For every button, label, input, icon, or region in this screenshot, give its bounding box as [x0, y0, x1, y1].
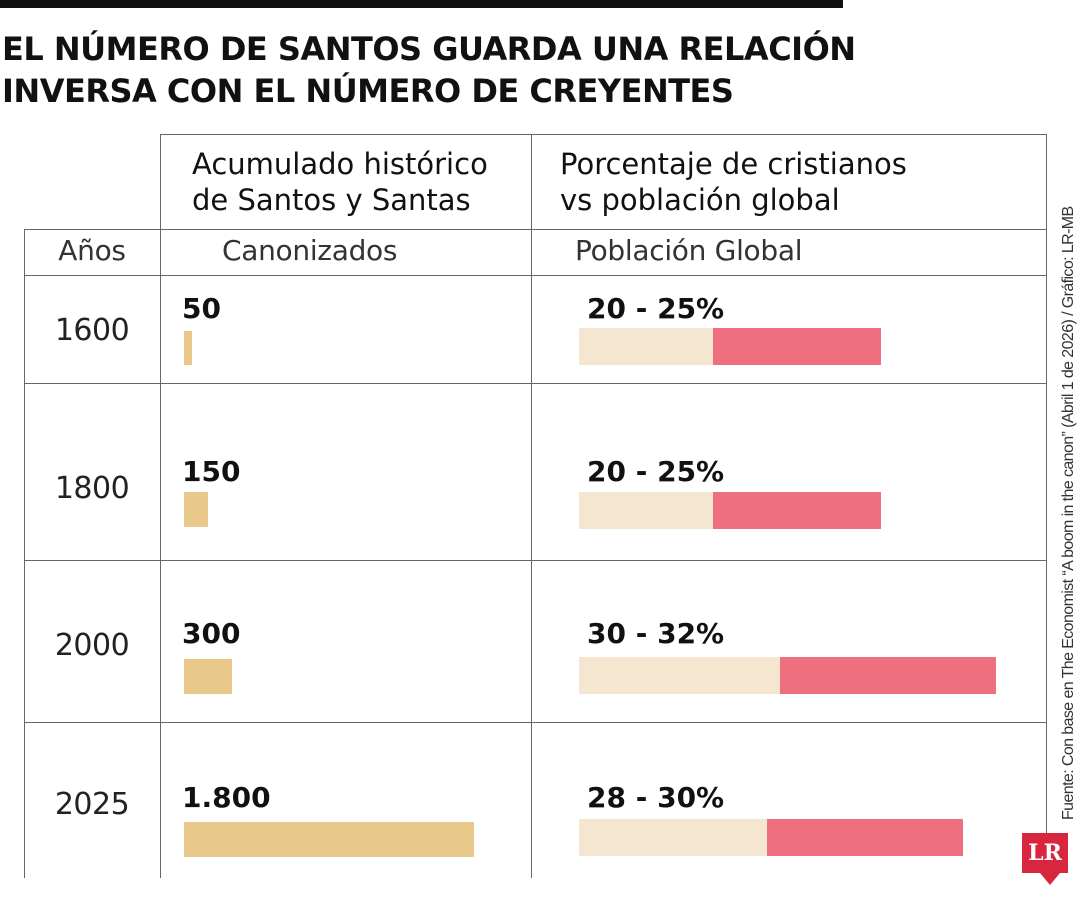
year-1800: 1800: [54, 471, 130, 506]
years-subheader: Años: [58, 234, 126, 267]
pct-high-bar-1800: [713, 492, 881, 529]
title-line-1: EL NÚMERO DE SANTOS GUARDA UNA RELACIÓN: [2, 30, 856, 68]
pct-high-bar-2025: [767, 819, 963, 856]
year-2000: 2000: [54, 628, 130, 663]
row-line-1: [24, 275, 1046, 276]
pct-low-bar-1600: [579, 328, 713, 365]
lr-logo: LR: [1022, 833, 1068, 873]
pct-label-1800: 20 - 25%: [587, 455, 725, 488]
left-edge: [24, 229, 25, 878]
col2-header-line-1: Porcentaje de cristianos: [560, 147, 907, 181]
saints-label-2025: 1.800: [182, 781, 271, 814]
year-1600: 1600: [54, 313, 130, 348]
pct-label-2000: 30 - 32%: [587, 617, 725, 650]
top-rule: [0, 0, 843, 8]
saints-bar-1600: [184, 331, 192, 365]
col1-header: Acumulado histórico de Santos y Santas: [192, 146, 488, 218]
pct-label-2025: 28 - 30%: [587, 781, 725, 814]
saints-label-2000: 300: [182, 617, 241, 650]
col2-header-line-2: vs población global: [560, 183, 840, 217]
col-divider-1: [160, 134, 161, 878]
saints-bar-2000: [184, 659, 232, 694]
saints-bar-1800: [184, 492, 208, 527]
pct-low-bar-2000: [579, 657, 780, 694]
col1-header-line-1: Acumulado histórico: [192, 147, 488, 181]
saints-label-1800: 150: [182, 455, 241, 488]
saints-bar-2025: [184, 822, 474, 857]
pct-low-bar-1800: [579, 492, 713, 529]
col2-header: Porcentaje de cristianos vs población gl…: [560, 146, 907, 218]
pct-label-1600: 20 - 25%: [587, 292, 725, 325]
saints-subheader: Canonizados: [222, 234, 398, 267]
pct-high-bar-1600: [713, 328, 881, 365]
row-line-2: [24, 383, 1046, 384]
population-subheader: Población Global: [575, 234, 803, 267]
saints-label-1600: 50: [182, 292, 221, 325]
title-line-2: INVERSA CON EL NÚMERO DE CREYENTES: [2, 72, 734, 110]
row-line-3: [24, 560, 1046, 561]
pct-low-bar-2025: [579, 819, 767, 856]
pct-high-bar-2000: [780, 657, 996, 694]
row-line-4: [24, 722, 1046, 723]
lr-logo-tail: [1040, 873, 1060, 885]
chart-title: EL NÚMERO DE SANTOS GUARDA UNA RELACIÓN …: [2, 28, 902, 112]
year-2025: 2025: [54, 787, 130, 822]
subheader-line: [24, 229, 1046, 230]
source-note: Fuente: Con base en The Economist “A boo…: [1060, 206, 1077, 820]
header-top-line: [160, 134, 1046, 135]
col-divider-2: [531, 134, 532, 878]
col1-header-line-2: de Santos y Santas: [192, 183, 471, 217]
col-divider-right: [1046, 134, 1047, 878]
